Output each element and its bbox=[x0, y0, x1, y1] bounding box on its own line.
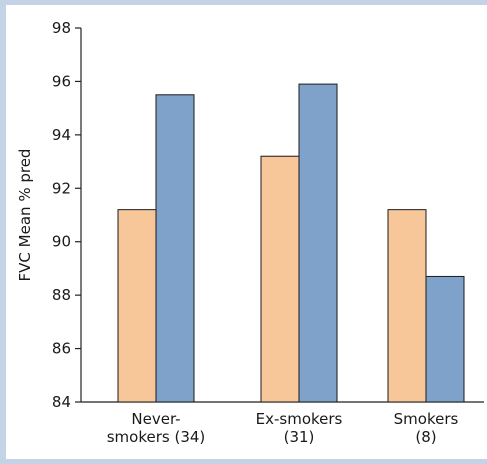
y-tick-label: 92 bbox=[52, 179, 71, 197]
x-category-label: (8) bbox=[415, 428, 436, 446]
y-tick-label: 84 bbox=[52, 393, 71, 411]
bar-series-1-1 bbox=[117, 209, 157, 403]
x-category-label: Smokers bbox=[394, 410, 459, 428]
y-tick-label: 90 bbox=[52, 233, 71, 251]
bar-series-2-2 bbox=[298, 83, 338, 403]
bar-chart: 84 86 88 90 92 94 96 98 Never-smokers (34) Ex-smo… bbox=[16, 19, 484, 446]
bar-series-2-1 bbox=[155, 94, 195, 403]
y-tick-label: 98 bbox=[52, 19, 71, 37]
x-category-label: (31) bbox=[284, 428, 315, 446]
y-tick-label: 96 bbox=[52, 72, 71, 90]
y-axis-title: FVC Mean % pred bbox=[16, 149, 34, 282]
bar-series-1-2 bbox=[260, 155, 300, 403]
bars bbox=[117, 83, 465, 403]
labels: 84 86 88 90 92 94 96 98 Never-smokers (34) Ex-smo… bbox=[52, 19, 459, 446]
y-tick-label: 94 bbox=[52, 126, 71, 144]
chart-panel: 84 86 88 90 92 94 96 98 Never-smokers (34) Ex-smo… bbox=[6, 5, 487, 459]
x-category-label: smokers (34) bbox=[107, 428, 206, 446]
x-category-label: Ex-smokers bbox=[256, 410, 343, 428]
bar-series-1-3 bbox=[387, 209, 427, 403]
bar-series-2-3 bbox=[425, 275, 465, 403]
x-category-label: Never- bbox=[131, 410, 180, 428]
y-tick-label: 86 bbox=[52, 340, 71, 358]
y-tick-label: 88 bbox=[52, 286, 71, 304]
